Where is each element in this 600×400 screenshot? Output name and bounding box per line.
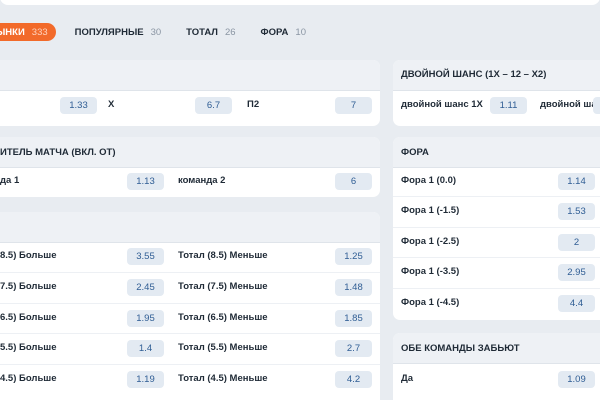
outcome-label: 5.5) Больше xyxy=(0,342,57,353)
odds-button[interactable]: 1.53 xyxy=(558,202,595,220)
odds-button[interactable]: 1.11 xyxy=(490,96,527,114)
outcome-label: Тотал (4.5) Меньше xyxy=(178,373,268,384)
outcome-label: Да xyxy=(401,373,414,384)
tab-count: 10 xyxy=(295,26,306,38)
market-tab[interactable]: ПОПУЛЯРНЫЕ 30 xyxy=(69,23,168,41)
row-separator xyxy=(393,226,600,228)
outcome-label: 6.5) Больше xyxy=(0,312,57,323)
market-panel: 8.5) Больше 3.55 Тотал (8.5) Меньше 1.25 7.5… xyxy=(0,212,380,400)
market-panel: 1.33 X 6.7 П2 7 xyxy=(0,60,380,126)
market-panel: ИТЕЛЬ МАТЧА (ВКЛ. ОТ) да 1 1.13 команда 2 6 xyxy=(0,137,380,197)
odds-button[interactable]: 1.85 xyxy=(335,309,372,327)
outcome-label: 7.5) Больше xyxy=(0,281,57,292)
outcome-label: 4.5) Больше xyxy=(0,373,57,384)
odds-button[interactable]: 2.45 xyxy=(127,278,164,296)
outcome-label: X xyxy=(108,99,115,110)
row-separator xyxy=(0,271,380,273)
outcome-label: команда 2 xyxy=(178,175,226,186)
panel-header: ФОРА xyxy=(393,137,600,168)
outcome-label: Тотал (6.5) Меньше xyxy=(178,312,268,323)
outcome-label: Тотал (5.5) Меньше xyxy=(178,342,268,353)
odds-button[interactable] xyxy=(593,96,600,114)
odds-button[interactable]: 1.25 xyxy=(335,247,372,265)
outcome-label: Тотал (7.5) Меньше xyxy=(178,281,268,292)
outcome-label: двойной шанс xyxy=(540,99,600,110)
panel-title: ОБЕ КОМАНДЫ ЗАБЬЮТ xyxy=(401,343,520,354)
outcome-label: Фора 1 (0.0) xyxy=(401,175,457,186)
market-panel: ОБЕ КОМАНДЫ ЗАБЬЮТ Да 1.09 xyxy=(393,333,600,400)
panel-title: ДВОЙНОЙ ШАНС (1X – 12 – X2) xyxy=(401,69,547,80)
outcome-label: двойной шанс 1X xyxy=(401,99,483,110)
odds-button[interactable]: 7 xyxy=(335,96,372,114)
odds-button[interactable]: 2.95 xyxy=(558,263,595,281)
panel-header: ИТЕЛЬ МАТЧА (ВКЛ. ОТ) xyxy=(0,137,380,168)
odds-button[interactable]: 4.4 xyxy=(558,294,595,312)
panel-header: ОБЕ КОМАНДЫ ЗАБЬЮТ xyxy=(393,333,600,364)
tab-label: ФОРА xyxy=(260,26,289,38)
outcome-label: 8.5) Больше xyxy=(0,250,57,261)
odds-button[interactable]: 6 xyxy=(335,172,372,190)
panel-header xyxy=(0,212,380,243)
odds-button[interactable]: 1.14 xyxy=(558,172,595,190)
odds-button[interactable]: 1.13 xyxy=(127,172,164,190)
tab-label: ПОПУЛЯРНЫЕ xyxy=(74,26,144,38)
market-panel: ДВОЙНОЙ ШАНС (1X – 12 – X2) двойной шанс … xyxy=(393,60,600,126)
row-separator xyxy=(0,302,380,304)
row-separator xyxy=(393,287,600,289)
odds-button[interactable]: 2.7 xyxy=(335,339,372,357)
outcome-label: Фора 1 (-1.5) xyxy=(401,205,460,216)
market-panel: ФОРА Фора 1 (0.0) 1.14 Фора 1 (-1.5) 1.53 Фор… xyxy=(393,137,600,320)
tab-label: ТОТАЛ xyxy=(186,26,218,38)
odds-button[interactable]: 1.48 xyxy=(335,278,372,296)
outcome-label: Фора 1 (-3.5) xyxy=(401,266,460,277)
outcome-label: Фора 1 (-2.5) xyxy=(401,236,460,247)
panel-title: ИТЕЛЬ МАТЧА (ВКЛ. ОТ) xyxy=(0,147,116,158)
odds-button[interactable]: 3.55 xyxy=(127,247,164,265)
tab-label: ЫНКИ xyxy=(0,26,25,38)
row-separator xyxy=(393,196,600,197)
odds-button[interactable]: 1.4 xyxy=(127,339,164,357)
tab-count: 30 xyxy=(150,26,162,38)
panel-title: ФОРА xyxy=(401,147,429,158)
outcome-label: П2 xyxy=(247,99,260,110)
odds-button[interactable]: 1.33 xyxy=(60,96,97,114)
outcome-label: Фора 1 (-4.5) xyxy=(401,297,460,308)
odds-button[interactable]: 4.2 xyxy=(335,370,372,388)
market-tab[interactable]: ФОРА 10 xyxy=(255,23,312,41)
panel-header xyxy=(0,60,380,91)
odds-button[interactable]: 6.7 xyxy=(195,96,232,114)
top-bar xyxy=(0,0,600,5)
tab-count: 333 xyxy=(31,26,48,38)
market-tabs: ЫНКИ 333 ПОПУЛЯРНЫЕ 30 ТОТАЛ 26 ФОРА 10 xyxy=(0,23,312,41)
odds-button[interactable]: 2 xyxy=(558,233,595,251)
odds-button[interactable]: 1.19 xyxy=(127,370,164,388)
row-separator xyxy=(0,363,380,365)
panel-header: ДВОЙНОЙ ШАНС (1X – 12 – X2) xyxy=(393,60,600,91)
row-separator xyxy=(0,333,380,334)
odds-button[interactable]: 1.09 xyxy=(558,370,595,388)
outcome-label: да 1 xyxy=(0,175,20,186)
odds-button[interactable]: 1.95 xyxy=(127,309,164,327)
market-tab[interactable]: ЫНКИ 333 xyxy=(0,23,56,41)
tab-count: 26 xyxy=(224,26,236,38)
market-tab[interactable]: ТОТАЛ 26 xyxy=(180,23,241,41)
outcome-label: Тотал (8.5) Меньше xyxy=(178,250,268,261)
row-separator xyxy=(393,257,600,258)
